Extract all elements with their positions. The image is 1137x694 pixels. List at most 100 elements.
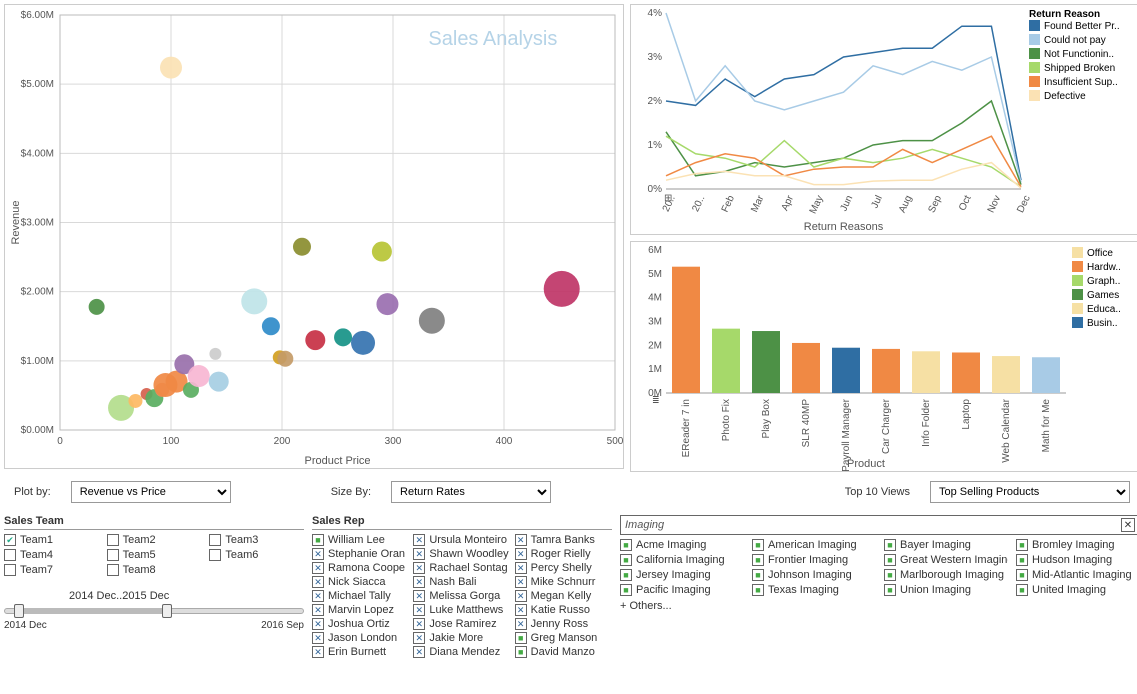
svg-text:Not Functionin..: Not Functionin..: [1044, 49, 1114, 60]
svg-text:Math for Me: Math for Me: [1041, 399, 1052, 453]
scatter-panel: 0100200300400500$0.00M$1.00M$2.00M$3.00M…: [4, 4, 624, 469]
rep-checkbox[interactable]: ✕Stephanie Oran: [312, 548, 409, 560]
svg-text:SLR 40MP: SLR 40MP: [801, 399, 812, 448]
svg-text:≣: ≣: [652, 395, 660, 405]
rep-checkbox[interactable]: ✕Mike Schnurr: [515, 576, 612, 588]
rep-checkbox[interactable]: ■William Lee: [312, 534, 409, 546]
rep-checkbox[interactable]: ✕Marvin Lopez: [312, 604, 409, 616]
svg-text:Graph..: Graph..: [1087, 276, 1120, 287]
imaging-checkbox[interactable]: ■Bayer Imaging: [884, 539, 1008, 551]
svg-text:Product Price: Product Price: [304, 455, 370, 467]
team-checkbox[interactable]: ✔Team1: [4, 534, 99, 546]
others-link[interactable]: + Others...: [620, 600, 1137, 612]
svg-text:Office: Office: [1087, 248, 1113, 259]
svg-text:0%: 0%: [648, 184, 663, 195]
rep-checkbox[interactable]: ✕Katie Russo: [515, 604, 612, 616]
clear-search-icon[interactable]: ✕: [1121, 518, 1135, 532]
rep-checkbox[interactable]: ✕Melissa Gorga: [413, 590, 510, 602]
bar-panel: 0M1M2M3M4M5M6MEReader 7 inPhoto FixPlay …: [630, 241, 1137, 472]
controls-row: Plot by: Revenue vs Price Size By: Retur…: [4, 475, 1137, 509]
rep-checkbox[interactable]: ✕Ramona Coope: [312, 562, 409, 574]
rep-checkbox[interactable]: ✕Nash Bali: [413, 576, 510, 588]
imaging-checkbox[interactable]: ■Marlborough Imaging: [884, 569, 1008, 581]
svg-text:1%: 1%: [648, 140, 663, 151]
imaging-checkbox[interactable]: ■Acme Imaging: [620, 539, 744, 551]
rep-checkbox[interactable]: ✕Luke Matthews: [413, 604, 510, 616]
svg-text:Aug: Aug: [897, 194, 914, 215]
svg-text:Sep: Sep: [927, 193, 945, 214]
team-checkbox[interactable]: Team4: [4, 549, 99, 561]
line-panel: 0%1%2%3%4%20..20..FebMarAprMayJunJulAugS…: [630, 4, 1137, 235]
rep-checkbox[interactable]: ✕Shawn Woodley: [413, 548, 510, 560]
plot-by-select[interactable]: Revenue vs Price: [71, 481, 231, 503]
team-checkbox[interactable]: Team5: [107, 549, 202, 561]
rep-checkbox[interactable]: ■Greg Manson: [515, 632, 612, 644]
size-by-select[interactable]: Return Rates: [391, 481, 551, 503]
imaging-checkbox[interactable]: ■Johnson Imaging: [752, 569, 876, 581]
team-checkbox[interactable]: Team3: [209, 534, 304, 546]
svg-text:2%: 2%: [648, 96, 663, 107]
rep-checkbox[interactable]: ✕Erin Burnett: [312, 646, 409, 658]
imaging-checkbox[interactable]: ■Jersey Imaging: [620, 569, 744, 581]
rep-checkbox[interactable]: ✕Joshua Ortiz: [312, 618, 409, 630]
svg-text:Revenue: Revenue: [10, 200, 22, 244]
slider-range-label: 2014 Dec..2015 Dec: [69, 590, 169, 602]
rep-checkbox[interactable]: ✕Percy Shelly: [515, 562, 612, 574]
top10-select[interactable]: Top Selling Products: [930, 481, 1130, 503]
svg-text:Shipped Broken: Shipped Broken: [1044, 63, 1115, 74]
svg-text:Oct: Oct: [957, 194, 974, 213]
date-slider[interactable]: 2014 Dec..2015 Dec 2014 Dec 2016 Sep: [4, 594, 304, 634]
svg-text:$5.00M: $5.00M: [21, 79, 54, 90]
imaging-checkbox[interactable]: ■Hudson Imaging: [1016, 554, 1137, 566]
imaging-checkbox[interactable]: ■Great Western Imaging: [884, 554, 1008, 566]
imaging-search[interactable]: ✕: [620, 515, 1137, 535]
svg-text:300: 300: [385, 436, 402, 447]
rep-checkbox[interactable]: ✕Jakie More: [413, 632, 510, 644]
imaging-checkbox[interactable]: ■Union Imaging: [884, 584, 1008, 596]
svg-text:Defective: Defective: [1044, 91, 1086, 102]
svg-text:EReader 7 in: EReader 7 in: [681, 399, 692, 457]
svg-text:Jul: Jul: [869, 194, 884, 210]
svg-text:Play Box: Play Box: [761, 399, 772, 438]
svg-text:Dec: Dec: [1015, 194, 1032, 215]
rep-checkbox[interactable]: ✕Tamra Banks: [515, 534, 612, 546]
team-checkbox[interactable]: Team2: [107, 534, 202, 546]
imaging-checkbox[interactable]: ■American Imaging: [752, 539, 876, 551]
svg-text:$3.00M: $3.00M: [21, 218, 54, 229]
svg-text:Apr: Apr: [780, 193, 797, 212]
svg-text:2M: 2M: [648, 340, 662, 351]
team-checkbox[interactable]: Team8: [107, 564, 202, 576]
rep-checkbox[interactable]: ✕Roger Rielly: [515, 548, 612, 560]
rep-checkbox[interactable]: ✕Jenny Ross: [515, 618, 612, 630]
sales-team-title: Sales Team: [4, 515, 304, 530]
rep-checkbox[interactable]: ✕Nick Siacca: [312, 576, 409, 588]
rep-checkbox[interactable]: ✕Ursula Monteiro: [413, 534, 510, 546]
imaging-checkbox[interactable]: ■Bromley Imaging: [1016, 539, 1137, 551]
svg-text:Hardw..: Hardw..: [1087, 262, 1121, 273]
plot-by-label: Plot by:: [14, 486, 51, 498]
svg-text:5M: 5M: [648, 269, 662, 280]
rep-checkbox[interactable]: ■David Manzo: [515, 646, 612, 658]
rep-checkbox[interactable]: ✕Jose Ramirez: [413, 618, 510, 630]
team-checkbox[interactable]: Team6: [209, 549, 304, 561]
imaging-checkbox[interactable]: ■Texas Imaging: [752, 584, 876, 596]
imaging-checkbox[interactable]: ■Mid-Atlantic Imaging: [1016, 569, 1137, 581]
rep-checkbox[interactable]: ✕Jason London: [312, 632, 409, 644]
svg-text:6M: 6M: [648, 245, 662, 256]
svg-text:200: 200: [274, 436, 291, 447]
svg-text:100: 100: [163, 436, 180, 447]
imaging-checkbox[interactable]: ■California Imaging: [620, 554, 744, 566]
team-checkbox[interactable]: Team7: [4, 564, 99, 576]
imaging-search-input[interactable]: [625, 519, 1121, 531]
rep-checkbox[interactable]: ✕Michael Tally: [312, 590, 409, 602]
rep-checkbox[interactable]: ✕Megan Kelly: [515, 590, 612, 602]
imaging-checkbox[interactable]: ■Frontier Imaging: [752, 554, 876, 566]
svg-text:3M: 3M: [648, 317, 662, 328]
imaging-checkbox[interactable]: ■Pacific Imaging: [620, 584, 744, 596]
sales-rep-title: Sales Rep: [312, 515, 612, 530]
imaging-checkbox[interactable]: ■United Imaging: [1016, 584, 1137, 596]
rep-checkbox[interactable]: ✕Rachael Sontag: [413, 562, 510, 574]
rep-checkbox[interactable]: ✕Diana Mendez: [413, 646, 510, 658]
top10-label: Top 10 Views: [845, 486, 910, 498]
svg-text:Sales Analysis: Sales Analysis: [428, 28, 557, 50]
